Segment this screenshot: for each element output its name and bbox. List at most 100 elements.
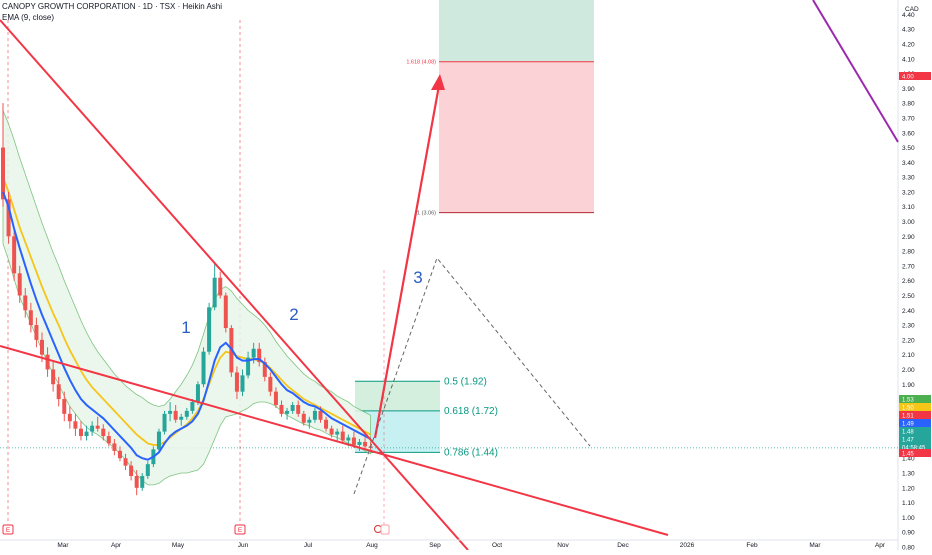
y-tick-label: 3.10 <box>902 204 915 211</box>
y-tick-label: 4.30 <box>902 27 915 34</box>
wave-label-2: 3 <box>413 268 422 287</box>
y-tick-label: 2.00 <box>902 367 915 374</box>
price-tag-bg <box>899 435 931 443</box>
price-tag-text: 04:58:45 <box>902 446 926 452</box>
candle-body <box>285 410 290 414</box>
candle-body <box>346 437 351 441</box>
y-tick-label: 2.60 <box>902 278 915 285</box>
candle-body <box>179 416 184 420</box>
price-tag-bg <box>899 427 931 435</box>
price-tag-bg <box>899 411 931 419</box>
price-tag-text: 1.48 <box>902 430 914 436</box>
y-tick-label: 3.90 <box>902 86 915 93</box>
candle-body <box>351 437 356 445</box>
y-tick-label: 2.20 <box>902 337 915 344</box>
candle-body <box>34 325 39 340</box>
candle-body <box>173 410 178 420</box>
candle-body <box>184 410 189 417</box>
target-zone-red <box>439 61 594 213</box>
x-tick-label: Dec <box>617 542 629 549</box>
fib-label-0: 0.5 (1.92) <box>444 376 487 387</box>
y-tick-label: 1.30 <box>902 471 915 478</box>
wave-label-0: 1 <box>181 318 190 337</box>
x-tick-label: Apr <box>875 542 886 549</box>
envelope-band <box>2 110 372 486</box>
candle-body <box>145 464 150 476</box>
upper-trendline <box>0 19 469 551</box>
price-axis-background <box>898 0 932 550</box>
candle-body <box>201 351 206 385</box>
purple-trendline <box>812 0 899 143</box>
x-tick-label: Sep <box>429 542 441 549</box>
candle-body <box>67 413 72 422</box>
dividend-marker <box>374 525 382 533</box>
candle-body <box>129 465 134 476</box>
event-marker-label: E <box>238 527 243 534</box>
target-label-1618: 1.618 (4.08) <box>406 60 436 66</box>
price-tag-bg <box>899 443 931 451</box>
wave-label-1: 2 <box>289 305 298 324</box>
candle-body <box>363 441 368 447</box>
candle-body <box>39 339 44 355</box>
candle-body <box>95 425 100 429</box>
x-tick-label: Oct <box>492 542 502 549</box>
candle-body <box>262 362 267 377</box>
candle-body <box>218 277 223 296</box>
y-tick-label: 2.80 <box>902 249 915 256</box>
price-tag-bg <box>899 449 931 457</box>
y-tick-label: 2.90 <box>902 234 915 241</box>
candle-body <box>62 399 67 414</box>
y-tick-label: 3.20 <box>902 189 915 196</box>
candle-body <box>17 273 22 296</box>
y-tick-label: 1.40 <box>902 456 915 463</box>
candle-body <box>78 428 83 437</box>
candle-body <box>45 354 50 370</box>
x-tick-label: 2026 <box>680 542 695 549</box>
price-tag-text: 1.53 <box>902 398 914 404</box>
y-tick-label: 4.40 <box>902 12 915 19</box>
candle-body <box>212 277 217 308</box>
candle-body <box>324 419 329 429</box>
y-tick-label: 4.20 <box>902 41 915 48</box>
event-marker-box <box>2 524 14 535</box>
candle-body <box>290 404 295 411</box>
candle-body <box>28 310 33 326</box>
price-tag-text: 1.47 <box>902 438 914 444</box>
candle-body <box>240 375 245 392</box>
price-tag-bg <box>899 395 931 403</box>
candle-body <box>273 391 278 405</box>
candle-body <box>51 369 56 385</box>
candle-body <box>234 372 239 392</box>
y-tick-label: 0.80 <box>902 545 915 551</box>
x-tick-label: Nov <box>557 542 569 549</box>
lower-trendline <box>0 345 669 536</box>
price-tag-text: 1.49 <box>902 422 914 428</box>
candle-body <box>312 410 317 420</box>
event-marker-label: E <box>6 527 11 534</box>
price-tag-text: 1.51 <box>902 414 914 420</box>
x-tick-label: Jun <box>238 542 249 549</box>
projection-arrowhead <box>431 74 445 90</box>
price-tag-bg <box>899 72 931 80</box>
candle-body <box>162 413 167 432</box>
fib-label-2: 0.786 (1.44) <box>444 447 498 458</box>
price-tag-text: 1.50 <box>902 406 914 412</box>
price-tag-text: 4.00 <box>902 75 914 81</box>
candle-body <box>329 428 334 435</box>
candle-body <box>190 402 195 411</box>
candle-body <box>335 431 340 435</box>
y-tick-label: 2.40 <box>902 308 915 315</box>
candle-body <box>140 475 145 488</box>
price-tag-text: 1.45 <box>902 452 914 458</box>
target-zone-green <box>439 0 594 62</box>
candle-body <box>134 475 139 488</box>
candle-body <box>23 295 28 311</box>
candle-body <box>101 428 106 437</box>
retrace-box-upper <box>355 381 440 411</box>
candle-body <box>117 450 122 459</box>
y-tick-label: 1.20 <box>902 485 915 492</box>
x-tick-label: Mar <box>809 542 821 549</box>
y-tick-label: 2.10 <box>902 352 915 359</box>
